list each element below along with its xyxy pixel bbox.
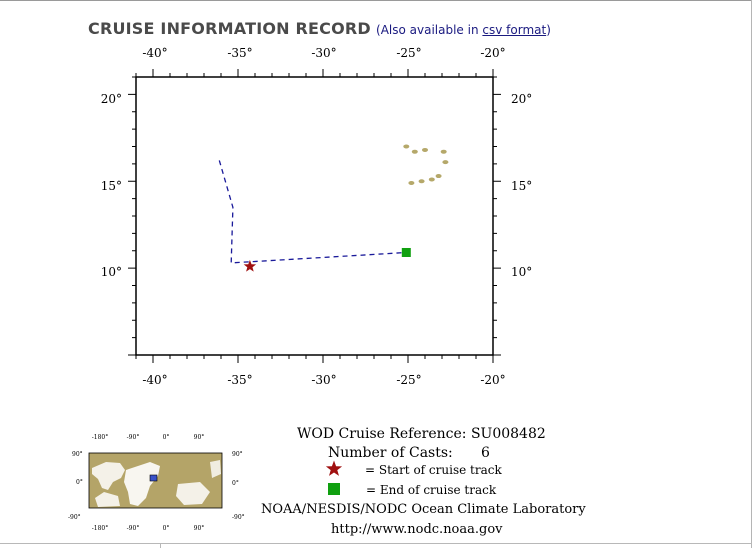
inset-right-label-2: 0° <box>232 480 239 487</box>
bottom-lon-label-3: -30° <box>311 373 336 387</box>
bottom-lon-label-4: -25° <box>396 373 421 387</box>
end-square-icon <box>401 247 411 257</box>
top-lon-label-2: -35° <box>227 46 252 60</box>
inset-top-label-3: 0° <box>163 434 170 441</box>
inset-ocean-north-america <box>92 462 125 490</box>
end-square-icon <box>328 483 340 495</box>
island-5 <box>442 160 449 165</box>
cape-verde-islands <box>403 144 449 185</box>
page-header: CRUISE INFORMATION RECORD (Also availabl… <box>88 19 551 38</box>
alternate-format-prefix: (Also available in <box>376 23 483 37</box>
end-legend-label: = End of cruise track <box>366 483 497 497</box>
inset-bottom-label-1: -180° <box>92 525 108 532</box>
alternate-format-note: (Also available in csv format) <box>376 23 551 37</box>
csv-format-link[interactable]: csv format <box>482 23 547 37</box>
bottom-divider-tick <box>160 543 161 548</box>
inset-top-label-4: 90° <box>194 434 205 441</box>
top-lon-label-5: -20° <box>480 46 505 60</box>
lab-credit: NOAA/NESDIS/NODC Ocean Climate Laborator… <box>261 502 586 517</box>
inset-bottom-label-2: -90° <box>127 525 140 532</box>
right-lat-label-2: 15° <box>511 179 532 193</box>
inset-left-label-1: 90° <box>72 451 83 458</box>
top-border <box>0 0 752 1</box>
inset-right-label-1: 90° <box>232 451 243 458</box>
inset-cruise-location-box <box>149 474 158 482</box>
left-lat-label-1: 20° <box>101 92 122 106</box>
start-legend-label: = Start of cruise track <box>365 463 502 477</box>
island-4 <box>440 149 447 154</box>
map-frame-ticks <box>128 69 501 363</box>
inset-bottom-label-3: 0° <box>163 525 170 532</box>
inset-ocean-pacific <box>95 492 120 507</box>
bottom-lon-label-1: -40° <box>142 373 167 387</box>
top-lon-label-1: -40° <box>142 46 167 60</box>
inset-top-label-2: -90° <box>127 434 140 441</box>
cruise-reference: WOD Cruise Reference: SU008482 <box>297 426 546 442</box>
island-8 <box>435 174 442 179</box>
start-star-icon <box>325 460 343 476</box>
alternate-format-suffix: ) <box>546 23 551 37</box>
top-lon-label-4: -25° <box>396 46 421 60</box>
top-lon-label-3: -30° <box>311 46 336 60</box>
island-2 <box>411 149 418 154</box>
island-6 <box>418 179 425 184</box>
start-star-icon <box>243 259 257 272</box>
island-1 <box>403 144 410 149</box>
map-frame <box>135 76 494 356</box>
casts-label: Number of Casts: <box>328 445 453 461</box>
inset-bottom-label-4: 90° <box>194 525 205 532</box>
bottom-lon-label-5: -20° <box>480 373 505 387</box>
world-inset-map: -180° -90° 0° 90° -180° -90° 0° 90° 90° … <box>68 434 245 532</box>
page-title: CRUISE INFORMATION RECORD <box>88 19 371 38</box>
bottom-divider <box>0 543 752 544</box>
island-7 <box>428 177 435 182</box>
left-lat-label-3: 10° <box>101 265 122 279</box>
inset-left-label-3: -90° <box>68 514 81 521</box>
inset-right-label-3: -90° <box>232 514 245 521</box>
island-9 <box>408 180 415 185</box>
inset-left-label-2: 0° <box>76 479 83 486</box>
inset-ocean-atlantic <box>124 462 160 506</box>
inset-ocean-west-pacific <box>210 460 221 478</box>
left-lat-label-2: 15° <box>101 179 122 193</box>
inset-top-label-1: -180° <box>92 434 108 441</box>
casts-value: 6 <box>481 445 490 461</box>
bottom-lon-label-2: -35° <box>227 373 252 387</box>
cruise-markers <box>243 247 411 272</box>
island-3 <box>422 147 428 152</box>
right-lat-label-1: 20° <box>511 92 532 106</box>
right-lat-label-3: 10° <box>511 265 532 279</box>
cruise-track-line <box>218 160 407 264</box>
inset-ocean-indian <box>176 482 210 505</box>
website-url: http://www.nodc.noaa.gov <box>331 522 503 537</box>
